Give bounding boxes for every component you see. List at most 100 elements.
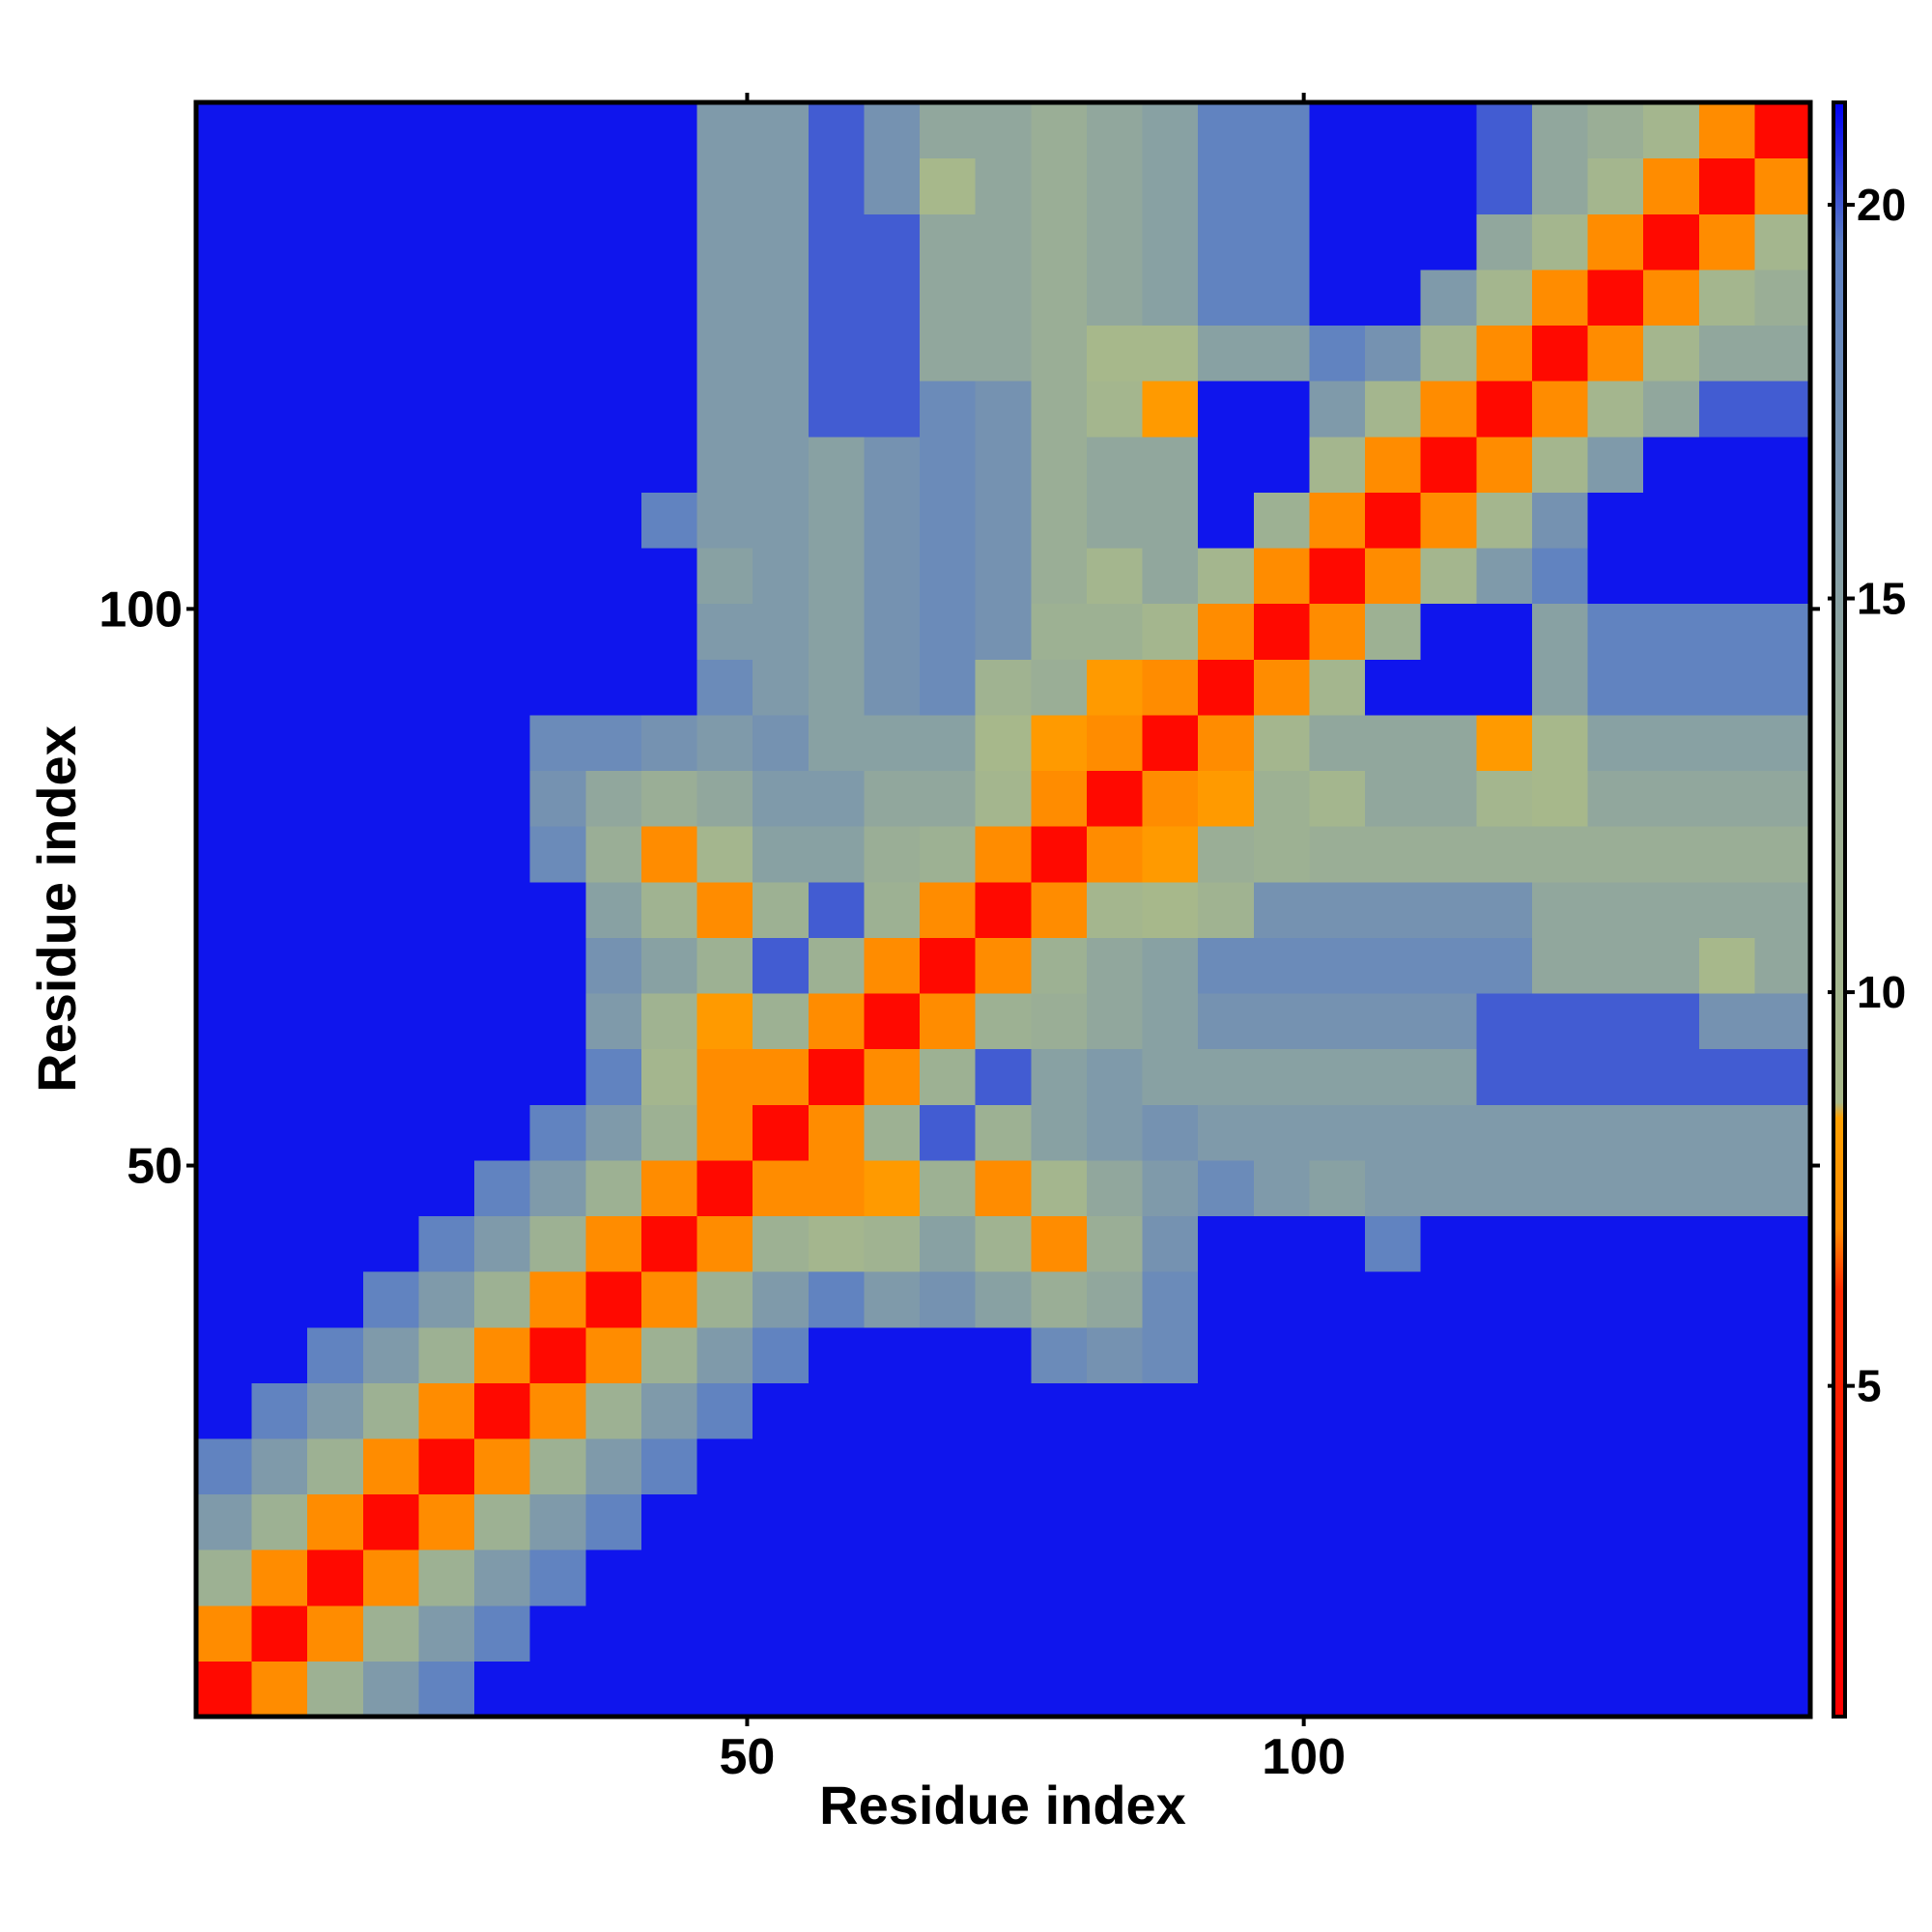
- heatmap-cell: [474, 269, 531, 327]
- heatmap-cell: [196, 436, 253, 493]
- heatmap-cell: [1698, 1437, 1755, 1495]
- heatmap-cell: [307, 436, 364, 493]
- heatmap-cell: [585, 992, 642, 1050]
- heatmap-cell: [585, 381, 642, 438]
- heatmap-cell: [1198, 770, 1255, 827]
- heatmap-cell: [585, 492, 642, 549]
- heatmap-cell: [1643, 1326, 1700, 1383]
- heatmap-cell: [1587, 1549, 1644, 1606]
- heatmap-cell: [251, 1048, 308, 1105]
- heatmap-cell: [1142, 1549, 1199, 1606]
- heatmap-cell: [1031, 492, 1088, 549]
- heatmap-cell: [1531, 157, 1589, 214]
- heatmap-cell: [1031, 1661, 1088, 1718]
- heatmap-cell: [640, 1326, 698, 1383]
- heatmap-cell: [1086, 492, 1144, 549]
- heatmap-cell: [418, 1048, 475, 1105]
- heatmap-cell: [1587, 1382, 1644, 1439]
- heatmap-cell: [753, 1271, 810, 1328]
- heatmap-cell: [640, 937, 698, 994]
- heatmap-cell: [1754, 102, 1811, 159]
- heatmap-cell: [1086, 881, 1144, 938]
- heatmap-cell: [1031, 770, 1088, 827]
- heatmap-cell: [1309, 659, 1366, 716]
- heatmap-cell: [1643, 1215, 1700, 1272]
- heatmap-cell: [864, 325, 921, 382]
- heatmap-cell: [640, 770, 698, 827]
- heatmap-cell: [1420, 659, 1477, 716]
- heatmap-cell: [1643, 1661, 1700, 1718]
- heatmap-cell: [753, 1104, 810, 1161]
- heatmap-cell: [920, 269, 977, 327]
- heatmap-cell: [418, 1661, 475, 1718]
- heatmap-cell: [474, 881, 531, 938]
- heatmap-cell: [696, 1437, 753, 1495]
- heatmap-cell: [362, 1661, 420, 1718]
- heatmap-cell: [1309, 157, 1366, 214]
- heatmap-cell: [1365, 1326, 1422, 1383]
- heatmap-cell: [1587, 1048, 1644, 1105]
- heatmap-cell: [1754, 492, 1811, 549]
- heatmap-cell: [1643, 770, 1700, 827]
- heatmap-cell: [696, 436, 753, 493]
- heatmap-cell: [196, 1159, 253, 1217]
- heatmap-cell: [808, 992, 866, 1050]
- heatmap-cell: [418, 714, 475, 772]
- heatmap-cell: [362, 213, 420, 270]
- heatmap-cell: [585, 1215, 642, 1272]
- heatmap-cell: [418, 213, 475, 270]
- heatmap-cell: [585, 1159, 642, 1217]
- heatmap-cell: [1253, 1661, 1311, 1718]
- heatmap-cell: [1531, 1104, 1589, 1161]
- heatmap-cell: [1031, 1048, 1088, 1105]
- heatmap-cell: [808, 1048, 866, 1105]
- heatmap-cell: [640, 547, 698, 605]
- heatmap-cell: [696, 381, 753, 438]
- heatmap-cell: [1086, 1215, 1144, 1272]
- heatmap-cell: [640, 492, 698, 549]
- heatmap-cell: [474, 436, 531, 493]
- heatmap-cell: [1754, 1605, 1811, 1662]
- heatmap-cell: [920, 1493, 977, 1550]
- heatmap-cell: [529, 881, 586, 938]
- heatmap-cell: [1198, 1549, 1255, 1606]
- heatmap-cell: [864, 881, 921, 938]
- heatmap-cell: [474, 937, 531, 994]
- heatmap-cell: [864, 1382, 921, 1439]
- heatmap-cell: [307, 1215, 364, 1272]
- heatmap-cell: [1531, 714, 1589, 772]
- heatmap-cell: [696, 213, 753, 270]
- heatmap-cell: [1643, 1271, 1700, 1328]
- heatmap-cell: [1142, 325, 1199, 382]
- heatmap-cell: [585, 881, 642, 938]
- heatmap-cell: [920, 1437, 977, 1495]
- y-tick-label: 50: [127, 1139, 183, 1195]
- heatmap-cell: [1086, 937, 1144, 994]
- heatmap-cell: [1420, 1104, 1477, 1161]
- heatmap-cell: [196, 1104, 253, 1161]
- heatmap-cell: [920, 881, 977, 938]
- heatmap-cell: [864, 937, 921, 994]
- heatmap-cell: [1253, 770, 1311, 827]
- heatmap-cell: [1031, 1159, 1088, 1217]
- heatmap-cell: [808, 826, 866, 883]
- heatmap-cell: [1198, 603, 1255, 660]
- heatmap-cell: [418, 1326, 475, 1383]
- heatmap-cell: [1309, 269, 1366, 327]
- heatmap-cell: [1142, 603, 1199, 660]
- heatmap-cell: [196, 1271, 253, 1328]
- heatmap-cell: [251, 1493, 308, 1550]
- heatmap-cell: [1031, 1605, 1088, 1662]
- heatmap-cell: [864, 770, 921, 827]
- x-tick-label: 100: [1262, 1729, 1346, 1785]
- heatmap-cell: [1309, 1549, 1366, 1606]
- heatmap-cell: [1531, 881, 1589, 938]
- heatmap-cell: [808, 603, 866, 660]
- heatmap-cell: [1754, 1326, 1811, 1383]
- heatmap-cell: [1531, 937, 1589, 994]
- heatmap-cell: [418, 659, 475, 716]
- heatmap-cell: [251, 1159, 308, 1217]
- heatmap-cell: [1698, 1326, 1755, 1383]
- heatmap-cell: [418, 603, 475, 660]
- heatmap-cell: [529, 1661, 586, 1718]
